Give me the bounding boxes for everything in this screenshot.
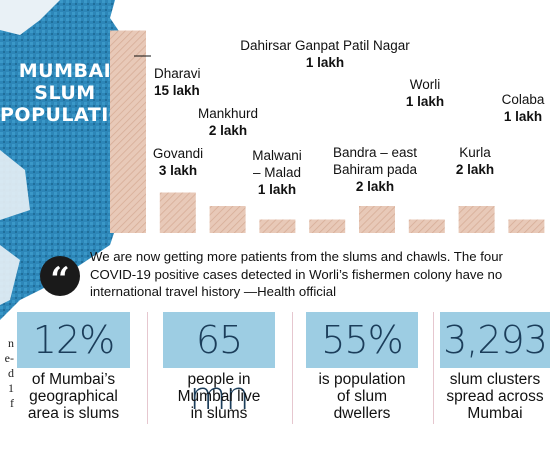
value-label-4: 1 lakh bbox=[306, 55, 344, 70]
category-label-3: Malwani bbox=[252, 148, 302, 163]
stat-value: 55% bbox=[306, 312, 418, 368]
stat-label-line: is population bbox=[318, 371, 406, 388]
stat-label-line: of Mumbai’s bbox=[31, 371, 116, 388]
bar-0 bbox=[110, 30, 146, 233]
slum-population-bar-chart: Dharavi 15 lakh Govandi 3 lakh Mankhurd 2 lak… bbox=[110, 30, 545, 233]
cropped-text-line: 1 bbox=[8, 381, 14, 395]
stat-label-line: geographical bbox=[29, 388, 118, 405]
stat-slum-clusters: 3,293 slum clusters spread across Mumbai bbox=[440, 312, 550, 422]
stat-label-line: spread across bbox=[446, 388, 544, 405]
value-label-6: 1 lakh bbox=[406, 94, 444, 109]
stat-geographical-area: 12% of Mumbai’s geographical area is slu… bbox=[17, 312, 130, 422]
stat-value: 12% bbox=[17, 312, 130, 368]
slum-map-image bbox=[0, 0, 140, 320]
quote-icon: “ bbox=[40, 256, 80, 300]
cropped-text-line: e- bbox=[4, 351, 14, 365]
stat-label-line: of slum bbox=[337, 388, 387, 405]
stat-label-line: in slums bbox=[190, 405, 248, 422]
stat-value: 65 mn bbox=[163, 312, 275, 418]
stat-label-line: Mumbai bbox=[467, 405, 523, 422]
stat-divider bbox=[147, 312, 148, 424]
category-label-7: Kurla bbox=[459, 145, 491, 160]
health-official-quote: “ We are now getting more patients from … bbox=[40, 248, 550, 302]
value-label-7: 2 lakh bbox=[456, 162, 494, 177]
bar-5 bbox=[359, 206, 395, 233]
bar-1 bbox=[159, 192, 196, 233]
bar-7 bbox=[458, 206, 495, 233]
value-label-5: 2 lakh bbox=[356, 179, 394, 194]
category-label-8: Colaba bbox=[502, 92, 545, 107]
value-label-0: 15 lakh bbox=[154, 83, 200, 98]
category-label-4: Dahirsar Ganpat Patil Nagar bbox=[240, 38, 410, 53]
value-label-3: 1 lakh bbox=[258, 182, 296, 197]
stat-people-in-slums: 65 mn people in Mumbai live in slums bbox=[163, 312, 275, 422]
stat-divider bbox=[433, 312, 434, 424]
stat-label-line: slum clusters bbox=[449, 371, 541, 388]
category-label-5: Bandra – east bbox=[333, 145, 417, 160]
stat-label-line: area is slums bbox=[27, 405, 120, 422]
stat-label-line: Mumbai live bbox=[177, 388, 261, 405]
stat-divider bbox=[292, 312, 293, 424]
cropped-text-line: f bbox=[10, 396, 14, 410]
category-label-5: Bahiram pada bbox=[333, 162, 418, 177]
bar-3 bbox=[259, 219, 296, 233]
bar-4 bbox=[309, 219, 346, 233]
stat-population-share: 55% is population of slum dwellers bbox=[306, 312, 418, 422]
bar-2 bbox=[209, 206, 246, 233]
category-label-1: Govandi bbox=[153, 146, 203, 161]
cropped-text-line: n bbox=[8, 336, 14, 350]
value-label-2: 2 lakh bbox=[209, 123, 247, 138]
stat-value: 3,293 bbox=[440, 312, 550, 368]
cropped-article-text: n e- d 1 f bbox=[0, 336, 14, 454]
map-title-line-1: MUMBAI bbox=[18, 60, 112, 82]
map-title-line-3: POPULATION bbox=[0, 104, 142, 126]
category-label-2: Mankhurd bbox=[198, 106, 258, 121]
cropped-text-line: d bbox=[8, 366, 14, 380]
category-label-0: Dharavi bbox=[154, 66, 201, 81]
map-title-line-2: SLUM bbox=[34, 82, 96, 104]
bar-8 bbox=[508, 219, 545, 233]
value-label-8: 1 lakh bbox=[504, 109, 542, 124]
stat-label-line: people in bbox=[187, 371, 251, 388]
bar-6 bbox=[408, 219, 445, 233]
category-label-6: Worli bbox=[410, 77, 441, 92]
value-label-1: 3 lakh bbox=[159, 163, 197, 178]
quote-text: We are now getting more patients from th… bbox=[90, 249, 503, 299]
stat-label-line: dwellers bbox=[333, 405, 391, 422]
category-label-3: – Malad bbox=[253, 165, 301, 180]
